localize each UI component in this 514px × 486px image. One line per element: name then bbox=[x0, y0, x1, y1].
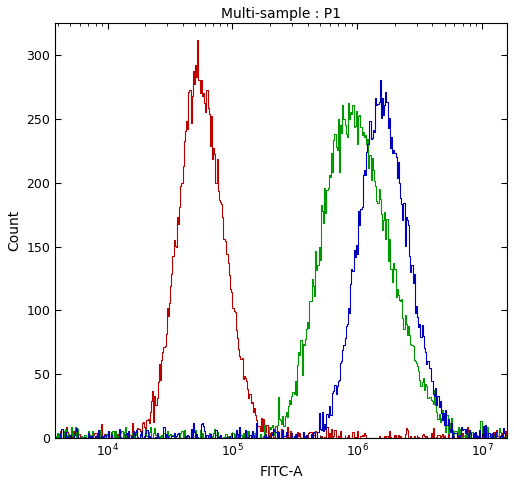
Y-axis label: Count: Count bbox=[7, 210, 21, 251]
Title: Multi-sample : P1: Multi-sample : P1 bbox=[221, 7, 341, 21]
X-axis label: FITC-A: FITC-A bbox=[260, 465, 303, 479]
